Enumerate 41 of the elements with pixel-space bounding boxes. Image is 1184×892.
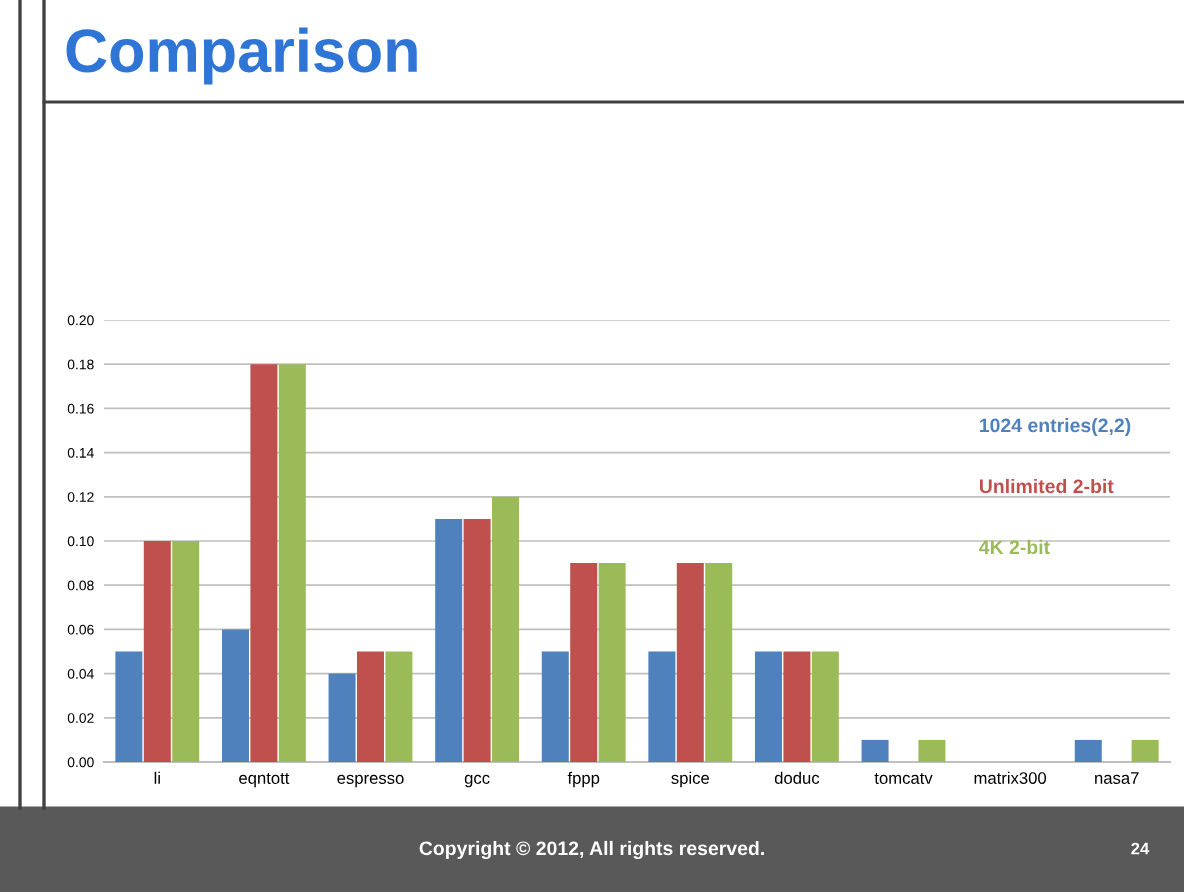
- bar: [918, 739, 946, 762]
- bar: [115, 651, 143, 762]
- bar: [598, 563, 626, 762]
- bar: [221, 629, 249, 762]
- x-tick-label: eqntott: [239, 773, 290, 788]
- x-tick-label: gcc: [464, 774, 490, 788]
- x-tick-label: doduc: [774, 771, 820, 784]
- bar: [783, 651, 811, 762]
- x-tick-label: li: [154, 771, 160, 784]
- bar: [861, 739, 889, 762]
- x-tick-label: espresso: [337, 774, 404, 788]
- x-tick-label: spice: [671, 771, 710, 788]
- bar: [541, 651, 569, 762]
- bar: [1074, 739, 1102, 762]
- x-tick-label: nasa7: [1095, 772, 1139, 784]
- bar: [435, 518, 463, 762]
- bar: [328, 673, 356, 762]
- text: 1024 entries(2,2): [980, 417, 1131, 437]
- bar: [172, 541, 200, 762]
- bar: [492, 496, 520, 762]
- bar: [357, 651, 384, 762]
- bar: [754, 651, 782, 762]
- x-tick-label: fppp: [567, 771, 600, 788]
- bar: [676, 563, 704, 762]
- x-tick-label: tomcatv: [874, 773, 933, 784]
- bar: [570, 563, 598, 762]
- bar: [705, 563, 733, 762]
- x-tick-label: matrix300: [974, 771, 1047, 784]
- bar: [811, 651, 839, 762]
- chart-title: Comparison: [66, 27, 417, 85]
- bar: [1131, 739, 1159, 762]
- bar: [250, 364, 278, 762]
- text: Copyright © 2012, All rights reserved.: [419, 840, 764, 860]
- bar: [143, 541, 171, 762]
- bar: [385, 651, 413, 762]
- text: Unlimited 2-bit: [979, 478, 1114, 494]
- text: 24: [1131, 842, 1150, 855]
- bar: [463, 518, 491, 762]
- bar: [278, 364, 306, 762]
- bar: [648, 651, 676, 762]
- text: 4K 2-bit: [979, 539, 1050, 555]
